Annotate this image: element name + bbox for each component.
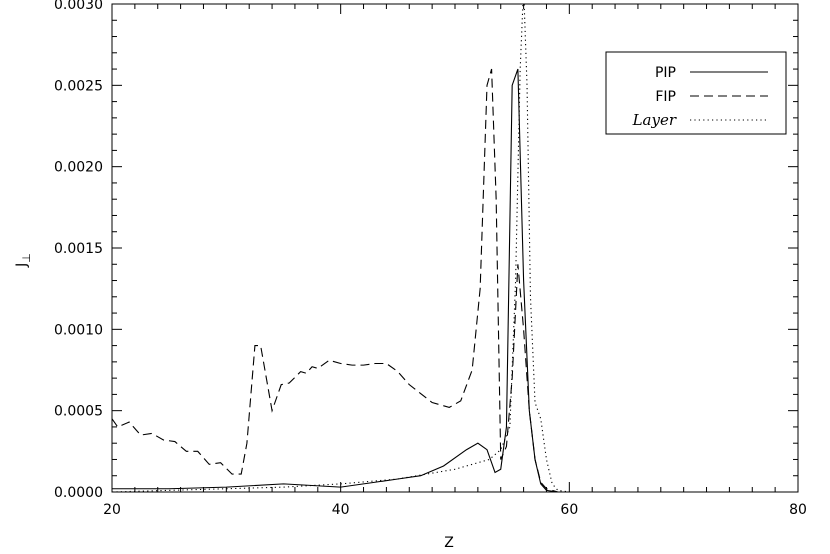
legend-label-fip: FIP — [655, 89, 676, 105]
y-tick-label: 0.0010 — [54, 322, 103, 338]
y-tick-label: 0.0020 — [54, 160, 103, 176]
y-axis-label: J⊥ — [14, 253, 33, 268]
y-tick-label: 0.0030 — [54, 0, 103, 13]
x-axis-label: Z — [444, 535, 454, 551]
svg-text:J⊥: J⊥ — [14, 253, 33, 268]
series-line-fip — [112, 68, 798, 492]
y-tick-label: 0.0015 — [54, 241, 103, 257]
y-tick-labels: 0.0000 0.0005 0.0010 0.0015 0.0020 0.0025 0.00… — [54, 0, 103, 501]
y-tick-label: 0.0005 — [54, 404, 103, 420]
x-tick-label: 40 — [332, 502, 350, 518]
legend: PIP FIP Layer — [605, 51, 787, 135]
legend-label-pip: PIP — [655, 65, 676, 81]
series-line-pip — [112, 68, 798, 492]
data-series — [112, 4, 798, 492]
x-tick-label: 20 — [103, 502, 121, 518]
y-axis-label-main: J — [14, 263, 30, 268]
y-tick-label: 0.0025 — [54, 78, 103, 94]
legend-label-layer: Layer — [632, 111, 677, 129]
x-tick-label: 60 — [560, 502, 578, 518]
y-tick-label: 0.0000 — [54, 485, 103, 501]
y-axis-label-subscript: ⊥ — [20, 253, 33, 263]
x-tick-label: 80 — [789, 502, 807, 518]
axis-ticks — [111, 3, 799, 493]
x-tick-labels: 20 40 60 80 — [103, 502, 807, 518]
